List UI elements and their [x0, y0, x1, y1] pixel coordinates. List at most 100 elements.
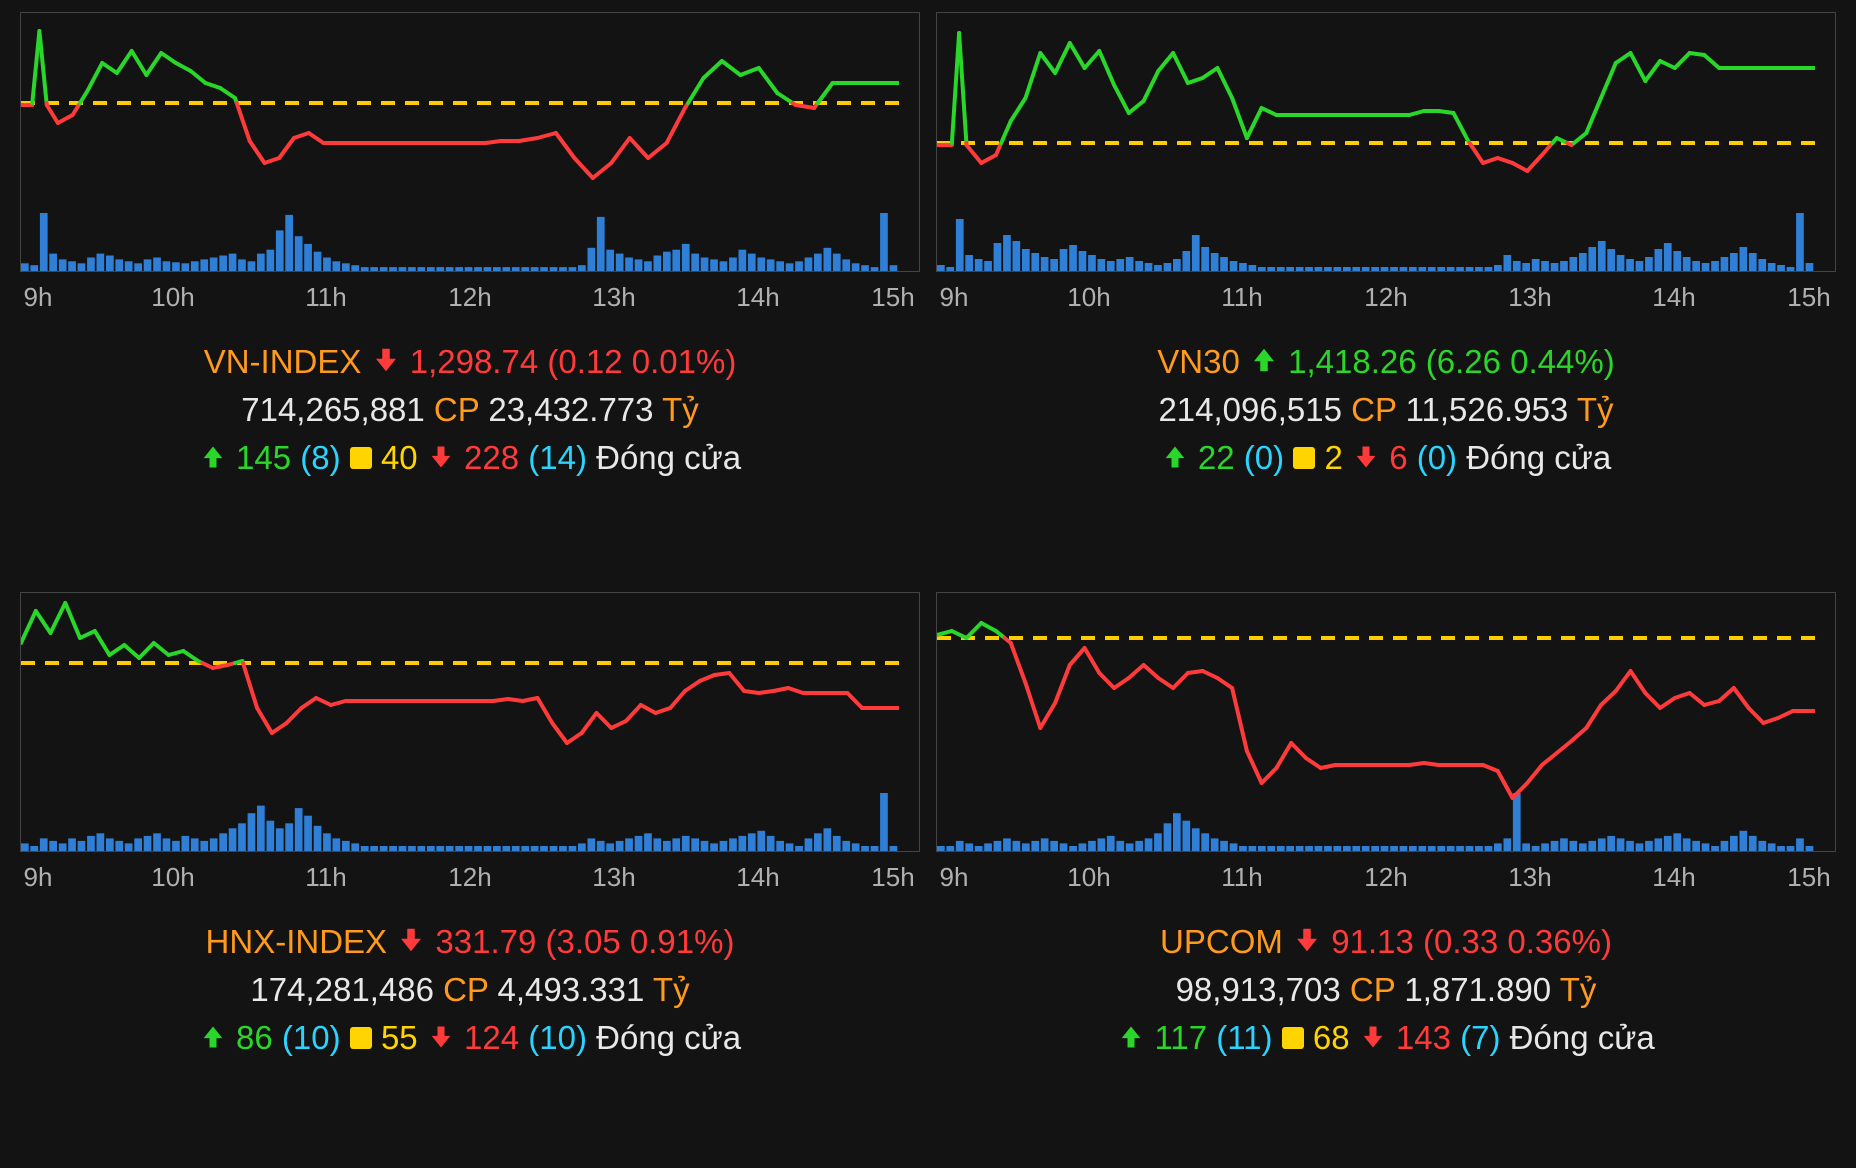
index-change: (0.12 0.01%)	[547, 343, 736, 380]
advancers-count: 86	[236, 1019, 273, 1056]
turnover-unit: Tỷ	[662, 391, 699, 428]
volume-shares: 714,265,881	[241, 391, 425, 428]
xaxis-tick: 9h	[940, 862, 969, 893]
advancers-count: 22	[1198, 439, 1235, 476]
chart-vn30	[936, 12, 1836, 272]
stats-line-1: UPCOM 91.13 (0.33 0.36%)	[936, 918, 1836, 966]
stats-line-2: 714,265,881 CP 23,432.773 Tỷ	[20, 386, 920, 434]
ceiling-count: (10)	[282, 1019, 341, 1056]
stats-line-2: 174,281,486 CP 4,493.331 Tỷ	[20, 966, 920, 1014]
xaxis-tick: 14h	[736, 282, 779, 313]
decliners-count: 6	[1389, 439, 1407, 476]
xaxis: 9h10h11h12h13h14h15h	[20, 862, 920, 896]
up-arrow-icon	[199, 1023, 227, 1051]
market-status: Đóng cửa	[1466, 439, 1611, 476]
xaxis-tick: 10h	[1067, 862, 1110, 893]
xaxis-tick: 15h	[871, 282, 914, 313]
panel-vn30: 9h10h11h12h13h14h15h VN30 1,418.26 (6.26…	[936, 12, 1836, 576]
down-arrow-icon	[1352, 443, 1380, 471]
floor-count: (0)	[1417, 439, 1457, 476]
index-stats: HNX-INDEX 331.79 (3.05 0.91%) 174,281,48…	[20, 918, 920, 1062]
ceiling-count: (8)	[300, 439, 340, 476]
unchanged-square-icon	[1293, 447, 1315, 469]
xaxis-tick: 13h	[592, 862, 635, 893]
xaxis-tick: 11h	[1221, 862, 1262, 893]
xaxis-tick: 12h	[448, 862, 491, 893]
stats-line-1: VN30 1,418.26 (6.26 0.44%)	[936, 338, 1836, 386]
unchanged-count: 2	[1324, 439, 1342, 476]
unchanged-square-icon	[350, 1027, 372, 1049]
unchanged-count: 40	[381, 439, 418, 476]
decliners-count: 143	[1396, 1019, 1451, 1056]
floor-count: (10)	[528, 1019, 587, 1056]
cp-label: CP	[1350, 971, 1395, 1008]
cp-label: CP	[443, 971, 488, 1008]
panel-vnindex: 9h10h11h12h13h14h15h VN-INDEX 1,298.74 (…	[20, 12, 920, 576]
market-status: Đóng cửa	[1510, 1019, 1655, 1056]
unchanged-square-icon	[350, 447, 372, 469]
xaxis-tick: 15h	[1787, 862, 1830, 893]
xaxis-tick: 12h	[448, 282, 491, 313]
xaxis-tick: 13h	[1508, 862, 1551, 893]
index-name: VN-INDEX	[204, 343, 362, 380]
turnover-value: 11,526.953	[1406, 391, 1569, 428]
index-price: 91.13	[1331, 923, 1414, 960]
xaxis-tick: 11h	[1221, 282, 1262, 313]
stats-line-3: 117 (11) 68 143 (7) Đóng cửa	[936, 1014, 1836, 1062]
chart-upcom	[936, 592, 1836, 852]
stats-line-2: 214,096,515 CP 11,526.953 Tỷ	[936, 386, 1836, 434]
xaxis-tick: 10h	[151, 862, 194, 893]
xaxis-tick: 11h	[305, 282, 346, 313]
up-arrow-icon	[1117, 1023, 1145, 1051]
panel-upcom: 9h10h11h12h13h14h15h UPCOM 91.13 (0.33 0…	[936, 592, 1836, 1156]
turnover-value: 23,432.773	[488, 391, 653, 428]
unchanged-count: 68	[1313, 1019, 1350, 1056]
xaxis-tick: 13h	[592, 282, 635, 313]
direction-down-icon	[396, 925, 426, 955]
decliners-count: 228	[464, 439, 519, 476]
xaxis-tick: 10h	[151, 282, 194, 313]
down-arrow-icon	[427, 1023, 455, 1051]
market-status: Đóng cửa	[596, 439, 741, 476]
advancers-count: 145	[236, 439, 291, 476]
advancers-count: 117	[1154, 1019, 1207, 1056]
floor-count: (14)	[528, 439, 587, 476]
index-price: 1,298.74	[410, 343, 538, 380]
index-stats: VN30 1,418.26 (6.26 0.44%) 214,096,515 C…	[936, 338, 1836, 482]
turnover-unit: Tỷ	[1560, 971, 1597, 1008]
direction-down-icon	[1292, 925, 1322, 955]
index-name: VN30	[1157, 343, 1240, 380]
index-change: (0.33 0.36%)	[1423, 923, 1612, 960]
xaxis: 9h10h11h12h13h14h15h	[936, 282, 1836, 316]
index-stats: VN-INDEX 1,298.74 (0.12 0.01%) 714,265,8…	[20, 338, 920, 482]
xaxis-tick: 14h	[1652, 282, 1695, 313]
floor-count: (7)	[1460, 1019, 1500, 1056]
stats-line-3: 22 (0) 2 6 (0) Đóng cửa	[936, 434, 1836, 482]
chart-vnindex	[20, 12, 920, 272]
xaxis-tick: 15h	[1787, 282, 1830, 313]
market-status: Đóng cửa	[596, 1019, 741, 1056]
turnover-unit: Tỷ	[1577, 391, 1614, 428]
xaxis-tick: 12h	[1364, 862, 1407, 893]
turnover-value: 1,871.890	[1404, 971, 1551, 1008]
stats-line-3: 145 (8) 40 228 (14) Đóng cửa	[20, 434, 920, 482]
direction-up-icon	[1249, 345, 1279, 375]
stats-line-1: VN-INDEX 1,298.74 (0.12 0.01%)	[20, 338, 920, 386]
index-price: 331.79	[435, 923, 536, 960]
volume-shares: 98,913,703	[1176, 971, 1341, 1008]
stats-line-2: 98,913,703 CP 1,871.890 Tỷ	[936, 966, 1836, 1014]
cp-label: CP	[434, 391, 479, 428]
stats-line-1: HNX-INDEX 331.79 (3.05 0.91%)	[20, 918, 920, 966]
unchanged-square-icon	[1282, 1027, 1304, 1049]
cp-label: CP	[1351, 391, 1396, 428]
down-arrow-icon	[427, 443, 455, 471]
down-arrow-icon	[1359, 1023, 1387, 1051]
xaxis-tick: 15h	[871, 862, 914, 893]
xaxis-tick: 13h	[1508, 282, 1551, 313]
index-price: 1,418.26	[1288, 343, 1416, 380]
up-arrow-icon	[1161, 443, 1189, 471]
volume-shares: 214,096,515	[1158, 391, 1342, 428]
up-arrow-icon	[199, 443, 227, 471]
decliners-count: 124	[464, 1019, 519, 1056]
direction-down-icon	[371, 345, 401, 375]
